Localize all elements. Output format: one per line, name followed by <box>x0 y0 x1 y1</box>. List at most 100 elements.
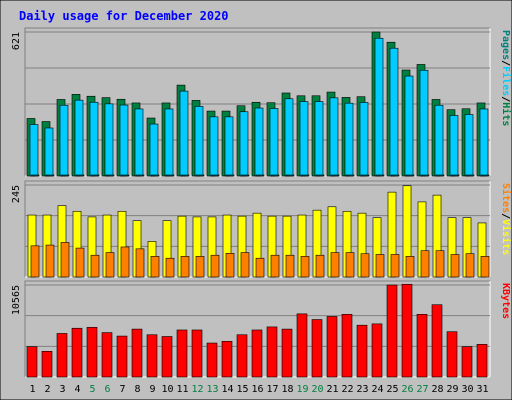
y-max-label: 245 <box>11 185 22 203</box>
x-tick-label-30: 30 <box>461 384 473 395</box>
x-tick-label-15: 15 <box>236 384 248 395</box>
bar-kbytes-9 <box>146 334 158 378</box>
bar-kbytes-12 <box>191 329 203 378</box>
x-tick-label-29: 29 <box>446 384 458 395</box>
x-tick-label-8: 8 <box>134 384 140 395</box>
bar-files-1 <box>29 124 39 177</box>
bar-pages-19 <box>300 174 310 177</box>
x-tick-label-21: 21 <box>326 384 338 395</box>
bar-kbytes-2 <box>41 351 53 378</box>
x-tick-label-20: 20 <box>311 384 323 395</box>
bar-pages-16 <box>255 174 265 177</box>
bar-sites-5 <box>90 254 100 278</box>
bar-sites-16 <box>255 257 265 278</box>
bar-kbytes-21 <box>326 316 338 378</box>
legend-entry-2: Visits <box>500 219 512 255</box>
bar-kbytes-26 <box>401 283 413 378</box>
bar-pages-22 <box>345 174 355 177</box>
bar-sites-24 <box>375 254 385 278</box>
bar-sites-12 <box>195 256 205 278</box>
bar-kbytes-1 <box>26 346 38 378</box>
bar-pages-17 <box>270 174 280 177</box>
bar-kbytes-19 <box>296 313 308 378</box>
x-axis: 1 2 3 4 5 6 7 8 9 10 11 12 13 14 15 16 17 18 19 20 21 22 23 24 2… <box>29 384 488 395</box>
bar-pages-27 <box>420 174 430 177</box>
bar-kbytes-20 <box>311 319 323 378</box>
y-max-label: 10565 <box>11 285 22 315</box>
bar-sites-27 <box>420 250 430 278</box>
bar-files-20 <box>314 101 324 177</box>
x-tick-label-17: 17 <box>266 384 278 395</box>
bar-kbytes-17 <box>266 326 278 378</box>
bar-kbytes-23 <box>356 324 368 378</box>
bar-files-22 <box>344 102 354 177</box>
series-kbytes <box>26 283 488 378</box>
bar-files-19 <box>299 101 309 177</box>
bar-sites-30 <box>465 253 475 278</box>
x-tick-label-25: 25 <box>386 384 398 395</box>
bar-files-31 <box>479 108 489 177</box>
x-tick-label-10: 10 <box>161 384 173 395</box>
legend-entry-3: / <box>500 96 511 102</box>
x-tick-label-11: 11 <box>176 384 188 395</box>
x-tick-label-3: 3 <box>59 384 65 395</box>
bar-files-25 <box>389 47 399 177</box>
bar-pages-23 <box>360 174 370 177</box>
x-tick-label-13: 13 <box>206 384 218 395</box>
bar-pages-8 <box>135 174 145 177</box>
bar-pages-4 <box>75 174 85 177</box>
bar-sites-14 <box>225 253 235 278</box>
bar-files-29 <box>449 115 459 177</box>
bar-kbytes-22 <box>341 314 353 378</box>
bar-files-30 <box>464 114 474 177</box>
bar-files-23 <box>359 102 369 177</box>
legend: KBytes <box>500 283 511 319</box>
bar-files-7 <box>119 104 129 177</box>
bar-sites-13 <box>210 254 220 278</box>
bar-sites-21 <box>330 252 340 278</box>
x-tick-label-19: 19 <box>296 384 308 395</box>
x-tick-label-23: 23 <box>356 384 368 395</box>
legend-entry-1: / <box>500 213 511 219</box>
legend-entry-4: Hits <box>500 102 512 126</box>
bar-kbytes-15 <box>236 334 248 378</box>
bar-kbytes-25 <box>386 284 398 378</box>
bar-files-4 <box>74 99 84 177</box>
legend: Sites/Visits <box>500 183 512 255</box>
bar-pages-3 <box>60 174 70 177</box>
bar-files-14 <box>224 116 234 177</box>
bar-files-15 <box>239 111 249 177</box>
bar-kbytes-14 <box>221 340 233 378</box>
bar-pages-2 <box>45 174 55 177</box>
bar-sites-28 <box>435 250 445 278</box>
bar-kbytes-24 <box>371 323 383 378</box>
bar-files-27 <box>419 69 429 177</box>
bar-files-11 <box>179 90 189 177</box>
bar-pages-29 <box>450 174 460 177</box>
x-tick-label-9: 9 <box>149 384 155 395</box>
x-tick-label-2: 2 <box>44 384 50 395</box>
legend: Pages/Files/Hits <box>500 30 512 126</box>
bar-kbytes-7 <box>116 335 128 378</box>
bar-pages-15 <box>240 174 250 177</box>
bar-files-10 <box>164 108 174 177</box>
bar-kbytes-6 <box>101 332 113 378</box>
bar-sites-17 <box>270 254 280 278</box>
bar-pages-14 <box>225 174 235 177</box>
bar-pages-28 <box>435 174 445 177</box>
bar-pages-31 <box>480 174 490 177</box>
bar-sites-2 <box>45 244 55 278</box>
x-tick-label-31: 31 <box>476 384 488 395</box>
bar-pages-7 <box>120 174 130 177</box>
x-tick-label-6: 6 <box>104 384 110 395</box>
bar-kbytes-30 <box>461 346 473 378</box>
bar-files-17 <box>269 108 279 177</box>
legend-entry-0: KBytes <box>500 283 511 319</box>
x-tick-label-16: 16 <box>251 384 263 395</box>
bar-pages-13 <box>210 174 220 177</box>
bar-kbytes-29 <box>446 331 458 378</box>
bar-sites-25 <box>390 254 400 278</box>
